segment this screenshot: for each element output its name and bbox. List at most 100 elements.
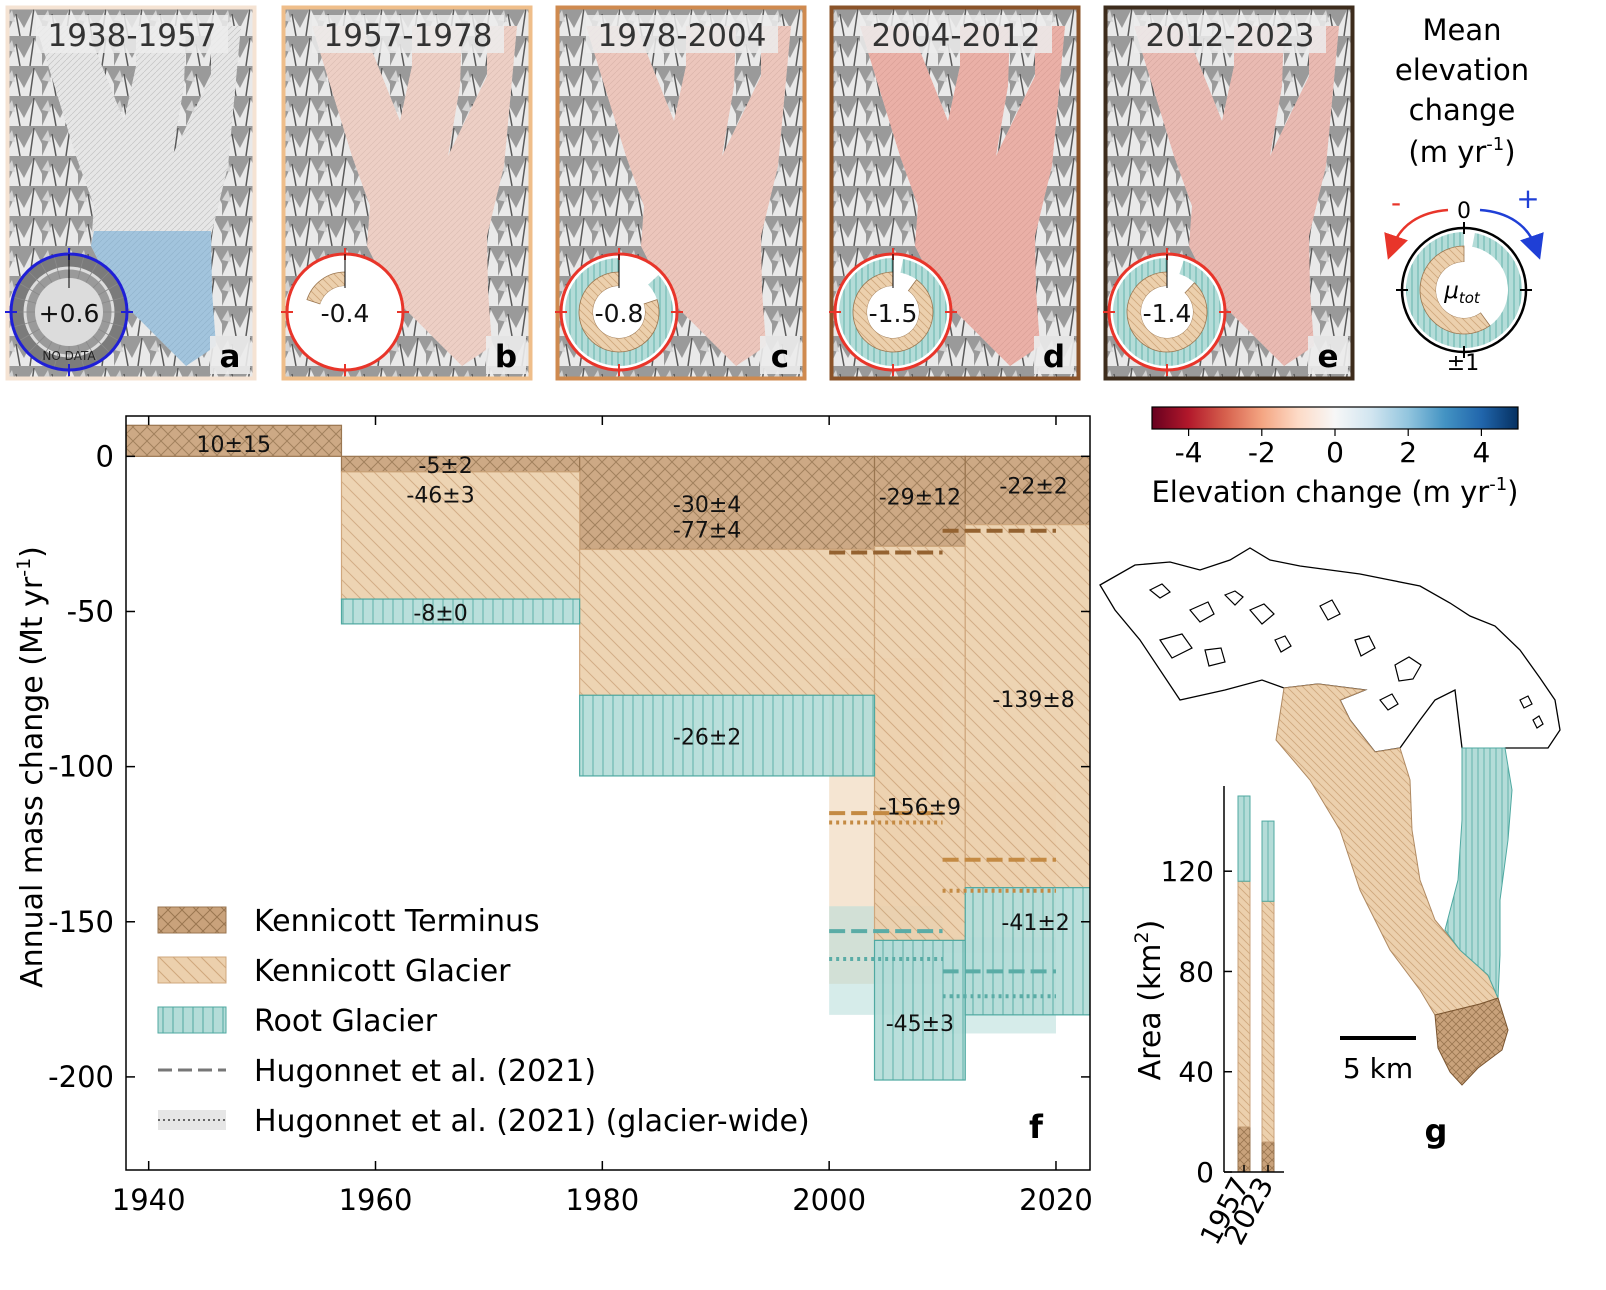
panel-letter-bg [1034, 336, 1074, 374]
mass-change-chart: 1940 1960 1980 2000 2020 0 -50 -100 -150 -200 Ann… [13, 415, 1093, 1217]
legend-label: Hugonnet et al. (2021) (glacier-wide) [254, 1104, 810, 1139]
mass-change-bar [579, 694, 876, 777]
gauge-tick [53, 255, 61, 280]
gauge-tick [77, 344, 85, 369]
panel-letter-bg [1308, 336, 1348, 374]
gauge-value: -1.5 [869, 299, 918, 328]
gauge-center [867, 286, 919, 338]
panel-letter-g: g [1425, 1112, 1448, 1150]
area-bar [1261, 900, 1275, 1143]
period-label-bg [586, 15, 778, 53]
mass-change-plot-area [126, 424, 1090, 1081]
mass-change-bar-label: 10±15 [197, 433, 271, 458]
gauge-tick [27, 335, 46, 354]
key-bottom: ±1 [1447, 351, 1479, 376]
gauge-tick [85, 341, 99, 363]
period-label-bg [1134, 15, 1326, 53]
gauge-center [1141, 286, 1193, 338]
gauge-tick [53, 344, 61, 369]
gauge-tick [39, 341, 53, 363]
mass-change-bar-label: -29±12 [879, 485, 961, 510]
glacier-outline-map: 5 km g [1099, 547, 1561, 1150]
key-gauge-center [1436, 262, 1492, 318]
x-tick-label: 2000 [792, 1183, 866, 1217]
panel-a: 1938-1957 a NO DATA +0.6 [5, 5, 257, 381]
panel-letter: c [771, 339, 789, 375]
area-y-tick-label: 120 [1161, 855, 1214, 888]
gauge-tick [92, 270, 111, 289]
colorbar-tick-label: -2 [1248, 436, 1276, 469]
panel-border [5, 5, 257, 381]
gauge-value: -0.8 [595, 299, 644, 328]
mass-change-bar-label: -8±0 [413, 601, 467, 626]
area-y-tick-label: 80 [1178, 955, 1214, 988]
gauge-tick [98, 282, 120, 296]
period-label-bg [312, 15, 504, 53]
mass-change-bar [340, 598, 581, 625]
mass-change-bar [579, 548, 876, 696]
colorbar-label: Elevation change (m yr-1) [1151, 474, 1518, 509]
gauge-tick [12, 296, 37, 304]
legend-label: Kennicott Glacier [254, 954, 511, 989]
key-plus-arrow-icon [1479, 208, 1544, 260]
period-label: 1938-1957 [48, 18, 217, 54]
mass-change-bar-label: -30±4 [673, 493, 741, 518]
mass-change-axes: 1940 1960 1980 2000 2020 0 -50 -100 -150 -200 [48, 416, 1093, 1217]
area-y-tick-label: 40 [1178, 1056, 1214, 1089]
mass-change-bar [340, 471, 581, 600]
area-bar [1261, 820, 1275, 902]
legend-swatch [157, 956, 227, 984]
period-label-bg [860, 15, 1052, 53]
gauge-tick [18, 282, 40, 296]
gauge-tick [92, 335, 111, 354]
area-y-tick-label: 0 [1196, 1156, 1214, 1189]
mass-change-bar-label: -46±3 [406, 483, 474, 508]
colorbar: -4 -2 0 2 4 Elevation change (m yr-1) [1151, 406, 1519, 509]
panel-letter: d [1043, 339, 1065, 375]
panel-letter: b [495, 339, 517, 375]
elevation-change-overlay [91, 231, 216, 366]
y-tick-label: 0 [96, 439, 114, 473]
panel-border [829, 5, 1081, 381]
mass-change-frame [125, 415, 1091, 1171]
progress-arc [852, 271, 934, 353]
mass-change-bar [126, 424, 343, 457]
period-label: 2012-2023 [1146, 18, 1315, 54]
gauge-tick [18, 328, 40, 342]
panel-border [281, 5, 533, 381]
gauge-value: +0.6 [39, 299, 100, 328]
mass-change-bar [964, 887, 1090, 1016]
period-label: 2004-2012 [872, 18, 1041, 54]
area-ylabel: Area (km2) [1131, 920, 1168, 1081]
mass-change-bar-label: -156±9 [879, 795, 961, 820]
elevation-gauge: -0.4 [281, 248, 409, 376]
panel-d: 2004-2012 d -1.5 [829, 5, 1081, 381]
x-tick-label: 1960 [339, 1183, 413, 1217]
legend-label: Root Glacier [254, 1004, 438, 1039]
elevation-gauge: NO DATA +0.6 [5, 248, 133, 376]
gauge-value: -1.4 [1143, 299, 1192, 328]
key-plus: + [1516, 182, 1539, 215]
mass-change-bar [964, 524, 1090, 889]
mass-change-bar-label: -22±2 [999, 474, 1067, 499]
mass-change-legend: Kennicott Terminus Kennicott Glacier Root … [157, 904, 810, 1139]
elevation-change-overlay [860, 26, 1065, 366]
panel-border [1103, 5, 1355, 381]
x-tick-label: 1980 [565, 1183, 639, 1217]
key-title-line-3: change [1409, 93, 1516, 127]
elevation-change-overlay [312, 26, 517, 366]
key-title-line-1: Mean [1422, 13, 1501, 47]
gauge-tick [77, 255, 85, 280]
map-nunataks [1148, 583, 1544, 729]
gauge-center [35, 278, 103, 346]
elevation-gauge: -1.5 [829, 248, 957, 376]
elevation-gauge: -1.4 [1103, 248, 1231, 376]
y-tick-label: -100 [48, 750, 114, 784]
panel-border [555, 5, 807, 381]
colorbar-tick-label: 4 [1472, 436, 1490, 469]
mass-change-bar-label: -77±4 [673, 518, 741, 543]
y-tick-label: -150 [48, 905, 114, 939]
